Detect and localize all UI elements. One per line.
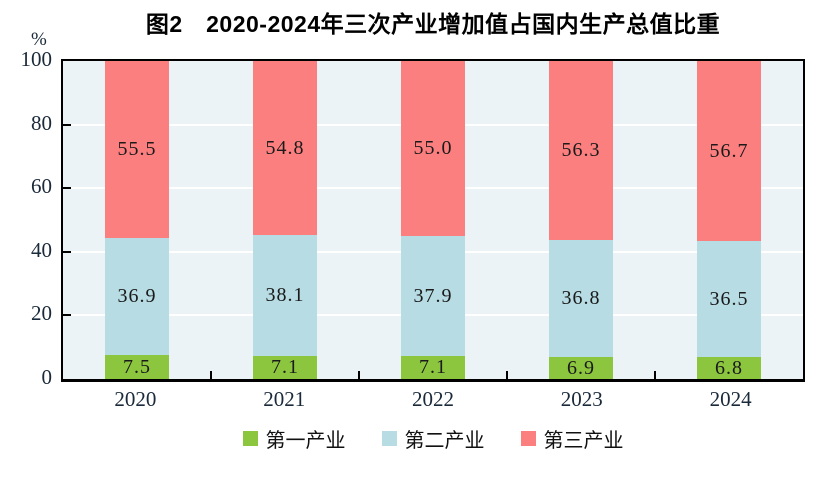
bar-segment: 7.5 [105, 355, 169, 379]
bar-segment: 36.5 [697, 241, 761, 358]
y-axis-tick [63, 314, 71, 317]
bar-value-label: 36.9 [117, 284, 157, 307]
bar-value-label: 36.5 [709, 287, 749, 310]
legend-swatch [520, 431, 536, 446]
bar-segment: 56.7 [697, 61, 761, 242]
plot-area: 7.5 36.9 55.5 7.1 38.1 54.8 7.1 37.9 55.0 6.9 36.8… [61, 59, 805, 382]
bar-value-label: 37.9 [413, 284, 453, 307]
x-tick-label-2024: 2024 [709, 387, 752, 411]
bar-value-label: 55.5 [117, 137, 157, 160]
bar-value-label: 36.8 [561, 287, 601, 310]
legend-label: 第三产业 [543, 430, 624, 452]
bar-segment: 55.5 [105, 61, 169, 238]
bar-value-label: 56.7 [709, 139, 749, 162]
legend-swatch [242, 431, 258, 446]
bar-segment: 7.1 [253, 356, 317, 379]
x-axis-tick-labels: 2020 2021 2022 2023 2024 [61, 387, 805, 412]
legend-label: 第二产业 [404, 430, 485, 452]
x-axis-tick [506, 371, 508, 379]
y-tick-label: 100 [20, 47, 53, 71]
bar-value-label: 6.8 [715, 356, 743, 379]
bar-segment: 37.9 [401, 235, 465, 357]
x-tick-label-2020: 2020 [114, 387, 157, 411]
y-axis-tick [63, 187, 71, 190]
legend-item: 第三产业 [520, 424, 624, 453]
bar-value-label: 56.3 [561, 139, 601, 162]
bar-value-label: 55.0 [413, 136, 453, 159]
bar-segment: 6.9 [549, 357, 613, 379]
stacked-bar-2022: 7.1 37.9 55.0 [401, 61, 465, 379]
bar-value-label: 7.1 [419, 356, 447, 379]
bar-segment: 38.1 [253, 235, 317, 357]
chart-legend: 第一产业 第二产业 第三产业 [61, 424, 805, 453]
stacked-bar-2021: 7.1 38.1 54.8 [253, 61, 317, 379]
y-axis-tick [63, 123, 71, 126]
x-axis-tick [210, 371, 212, 379]
y-tick-label: 20 [31, 301, 52, 326]
y-tick-label: 0 [41, 365, 53, 389]
legend-item: 第一产业 [242, 424, 346, 453]
bar-value-label: 6.9 [567, 356, 595, 379]
bar-segment: 54.8 [253, 61, 317, 236]
bar-segment: 36.8 [549, 240, 613, 358]
stacked-bar-2023: 6.9 36.8 56.3 [549, 61, 613, 379]
stacked-bar-2020: 7.5 36.9 55.5 [105, 61, 169, 379]
x-tick-label-2023: 2023 [560, 387, 603, 411]
y-tick-label: 40 [31, 237, 52, 262]
y-tick-label: 80 [31, 110, 52, 135]
y-axis-tick [63, 250, 71, 253]
legend-item: 第二产业 [381, 424, 485, 453]
x-axis-tick [358, 371, 360, 379]
x-tick-label-2021: 2021 [263, 387, 306, 411]
stacked-bar-2024: 6.8 36.5 56.7 [697, 61, 761, 379]
bar-value-label: 54.8 [265, 136, 305, 159]
bar-value-label: 7.1 [271, 356, 299, 379]
bar-segment: 55.0 [401, 61, 465, 236]
x-tick-label-2022: 2022 [411, 387, 454, 411]
bar-segment: 56.3 [549, 61, 613, 241]
chart-title: 图2 2020-2024年三次产业增加值占国内生产总值比重 [145, 11, 721, 37]
bar-segment: 6.8 [697, 357, 761, 379]
legend-label: 第一产业 [265, 430, 346, 452]
bar-segment: 7.1 [401, 356, 465, 379]
bar-value-label: 7.5 [123, 355, 151, 378]
bar-value-label: 38.1 [265, 284, 305, 307]
x-axis-tick [654, 371, 656, 379]
y-axis-unit-label: % [31, 29, 47, 50]
y-tick-label: 60 [31, 174, 52, 199]
bar-segment: 36.9 [105, 237, 169, 356]
y-axis-tick-labels: 0 20 40 60 80 100 [0, 48, 53, 388]
legend-swatch [381, 431, 397, 446]
